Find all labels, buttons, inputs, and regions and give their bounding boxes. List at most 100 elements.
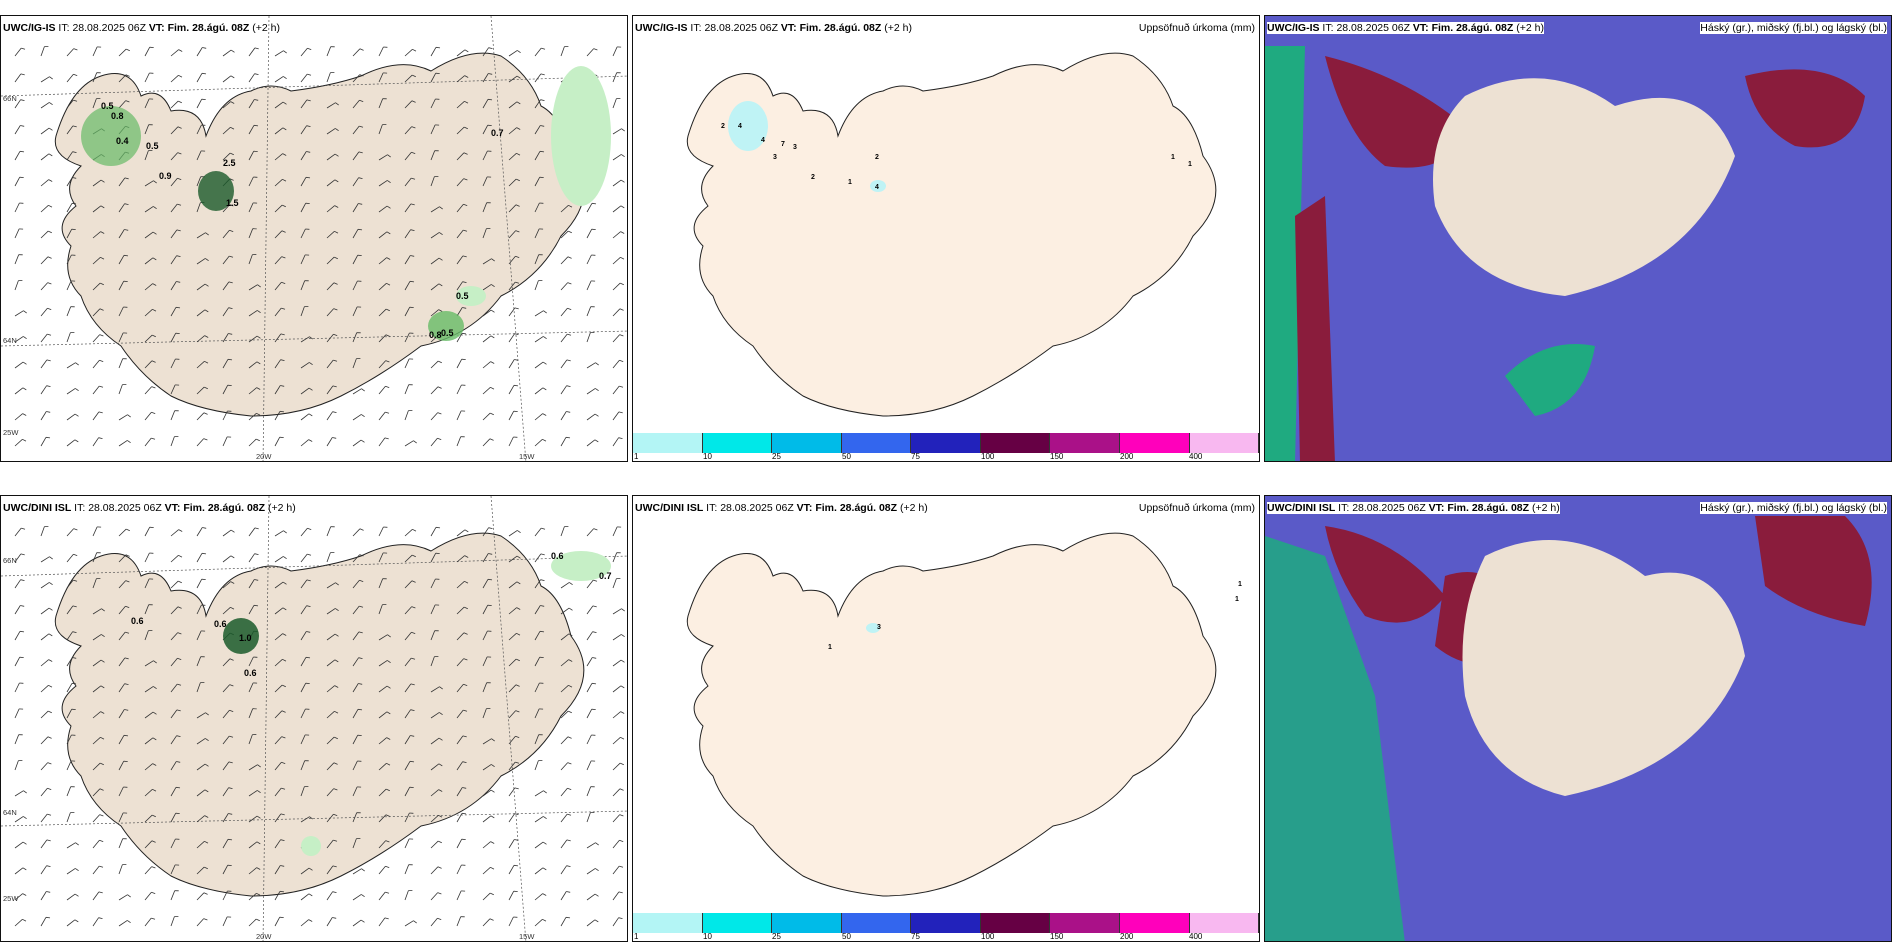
wind-barb [196,47,203,57]
wind-barb-flag [229,658,234,661]
precip-value: 2.5 [223,158,236,168]
wind-barb [274,179,283,187]
wind-barb [482,438,491,447]
wind-barb-flag [464,126,468,130]
wind-barb [274,50,284,57]
wind-barb-flag [490,866,495,870]
wind-barb-flag [100,231,105,234]
wind-barb-flag [101,634,105,638]
wind-barb [196,918,204,927]
wind-barb [404,632,412,641]
wind-barb-flag [282,581,287,585]
wind-barb [352,868,362,875]
wind-barb [612,762,621,771]
wind-barb-flag [539,150,545,153]
cloud-map [1265,516,1891,941]
wind-barb [612,98,617,109]
wind-barb [508,50,518,57]
wind-barb-flag [543,336,547,340]
wind-barb [378,634,388,641]
wind-barb [560,359,568,369]
wind-barb-flag [594,413,599,417]
wind-barb-flag [47,787,52,790]
wind-barb-flag [20,99,25,101]
wind-barb-flag [335,608,339,612]
wind-barb [326,72,331,83]
wind-barb-flag [386,685,391,689]
colorbar-tick: 10 [703,452,712,461]
wind-barb-flag [541,47,546,50]
wind-barb [404,761,411,771]
wind-barb [430,553,437,563]
wind-barb-flag [230,49,235,53]
wind-barb [248,335,258,343]
wind-barb-flag [435,526,441,529]
wind-barb-flag [20,605,25,607]
wind-barb-flag [176,255,181,257]
wind-barb-flag [257,764,261,768]
wind-barb-flag [334,205,339,208]
wind-barb [248,790,258,797]
wind-barb-flag [517,530,521,534]
wind-barb-flag [515,761,520,764]
wind-barb [534,553,542,563]
wind-barb-flag [490,815,495,819]
wind-barb-flag [98,891,103,894]
wind-barb [144,309,153,317]
wind-barb-flag [49,102,53,106]
wind-barb-flag [306,605,311,607]
wind-barb [482,284,492,291]
wind-barb [274,813,282,823]
wind-barb [40,153,50,161]
wind-barb-flag [595,362,599,366]
wind-barb [378,283,387,291]
wind-barb-flag [229,229,234,232]
wind-barb-flag [439,206,443,210]
wind-barb [430,412,438,421]
wind-barb [482,202,488,213]
wind-barb [144,840,153,849]
wind-barb [612,634,622,641]
wind-barb [352,786,358,797]
wind-barb-flag [543,790,547,794]
wind-barb [300,786,305,797]
wind-barb [508,281,516,291]
wind-barb-flag [439,712,443,716]
wind-barb [40,891,47,901]
wind-barb-flag [306,125,311,127]
wind-barb-flag [618,411,623,414]
wind-barb-flag [176,761,181,763]
wind-barb-flag [410,203,415,206]
wind-barb [586,280,592,291]
wind-barb [40,282,48,291]
wind-barb [430,98,436,109]
wind-barb [170,229,178,239]
wind-barb-flag [228,281,233,284]
wind-barb-flag [307,527,312,530]
wind-barb [92,840,100,849]
wind-barb-flag [175,306,181,309]
wind-barb-flag [73,528,78,531]
wind-barb-flag [282,204,286,208]
wind-barb [222,359,229,369]
wind-barb [14,631,21,641]
wind-barb [456,709,464,719]
wind-barb [274,762,282,771]
wind-barb-flag [203,892,208,895]
wind-barb [248,656,254,667]
wind-barb-flag [462,735,467,738]
panel-title: UWC/IG-IS IT: 28.08.2025 06Z VT: Fim. 28… [635,22,912,34]
wind-barb [274,710,283,719]
wind-barb [378,526,384,537]
wind-barb-flag [619,385,624,388]
wind-barb [326,256,335,265]
wind-barb-flag [47,762,52,765]
wind-barb [222,890,228,901]
wind-barb [300,579,308,589]
wind-barb [482,527,489,537]
wind-barb-flag [176,281,181,283]
wind-barb-flag [568,684,573,688]
wind-barb-flag [620,762,624,766]
graticule [1,496,627,941]
wind-barb-flag [463,152,468,155]
